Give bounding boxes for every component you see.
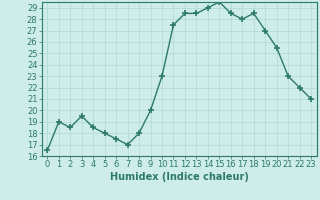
X-axis label: Humidex (Indice chaleur): Humidex (Indice chaleur) (110, 172, 249, 182)
